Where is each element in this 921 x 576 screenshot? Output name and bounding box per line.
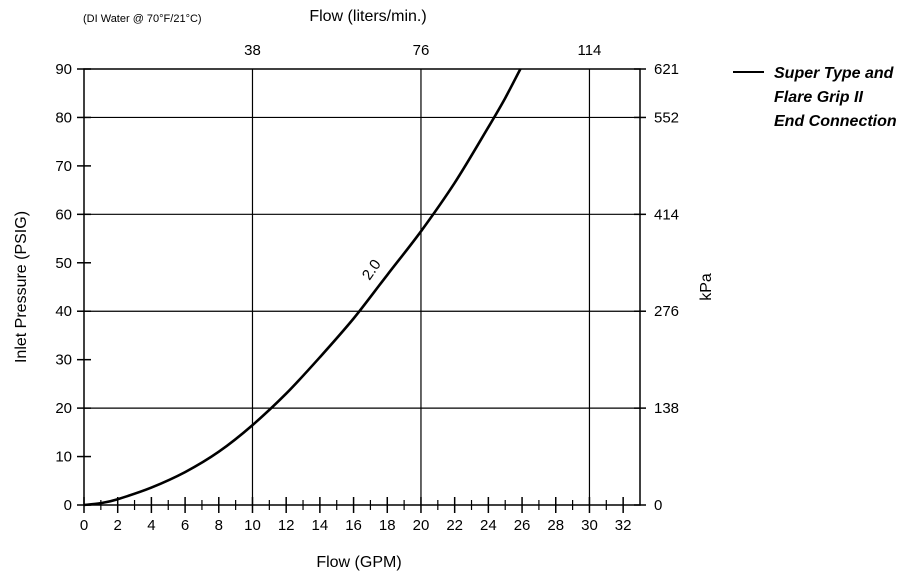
left-axis-title: Inlet Pressure (PSIG) [13, 211, 30, 363]
test-condition-note: (DI Water @ 70°F/21°C) [83, 13, 202, 25]
right-tick-label: 621 [654, 61, 679, 78]
x-tick-label: 30 [581, 517, 598, 534]
x-tick-label: 18 [379, 517, 396, 534]
legend-label-line-3: End Connection [774, 113, 897, 130]
x-tick-label: 16 [345, 517, 362, 534]
series-layer: 2.0 [83, 68, 522, 507]
x-tick-label: 14 [312, 517, 329, 534]
right-tick-label: 276 [654, 303, 679, 320]
legend: Super Type and Flare Grip II End Connect… [733, 65, 897, 130]
pressure-curve [83, 68, 522, 507]
x-tick-label: 32 [615, 517, 632, 534]
x-tick-label: 20 [413, 517, 430, 534]
y-tick-label: 40 [55, 303, 72, 320]
y-tick-label: 80 [55, 109, 72, 126]
bottom-axis-title: Flow (GPM) [316, 554, 401, 571]
right-tick-label: 0 [654, 497, 662, 514]
tick-labels: 0 2 4 6 8 10 12 14 16 18 20 22 24 26 28 30 3201020304050… [55, 42, 679, 534]
y-tick-label: 60 [55, 206, 72, 223]
plot-frame [83, 68, 641, 506]
x-tick-label: 0 [80, 517, 88, 534]
grid-lines [84, 69, 640, 505]
x-tick-label: 6 [181, 517, 189, 534]
right-tick-label: 138 [654, 400, 679, 417]
top-tick-label: 38 [244, 42, 261, 59]
y-tick-label: 20 [55, 400, 72, 417]
y-tick-label: 0 [64, 497, 72, 514]
top-tick-label: 76 [413, 42, 430, 59]
legend-label-line-1: Super Type and [774, 65, 895, 82]
x-tick-label: 2 [114, 517, 122, 534]
y-tick-label: 70 [55, 158, 72, 175]
x-tick-label: 4 [147, 517, 155, 534]
top-tick-label: 114 [577, 42, 601, 59]
x-tick-label: 8 [215, 517, 223, 534]
y-tick-label: 50 [55, 255, 72, 272]
x-tick-label: 22 [446, 517, 463, 534]
x-tick-label: 26 [514, 517, 531, 534]
y-tick-label: 90 [55, 61, 72, 78]
right-tick-label: 552 [654, 109, 679, 126]
x-tick-label: 10 [244, 517, 261, 534]
y-tick-label: 10 [55, 449, 72, 466]
x-tick-label: 24 [480, 517, 497, 534]
x-tick-label: 12 [278, 517, 295, 534]
axis-ticks [77, 68, 646, 513]
curve-label: 2.0 [359, 256, 385, 283]
top-axis-title: Flow (liters/min.) [309, 8, 426, 25]
y-tick-label: 30 [55, 352, 72, 369]
x-tick-label: 28 [547, 517, 564, 534]
right-axis-title: kPa [698, 273, 715, 301]
right-tick-label: 414 [654, 206, 679, 223]
legend-label-line-2: Flare Grip II [774, 89, 863, 106]
